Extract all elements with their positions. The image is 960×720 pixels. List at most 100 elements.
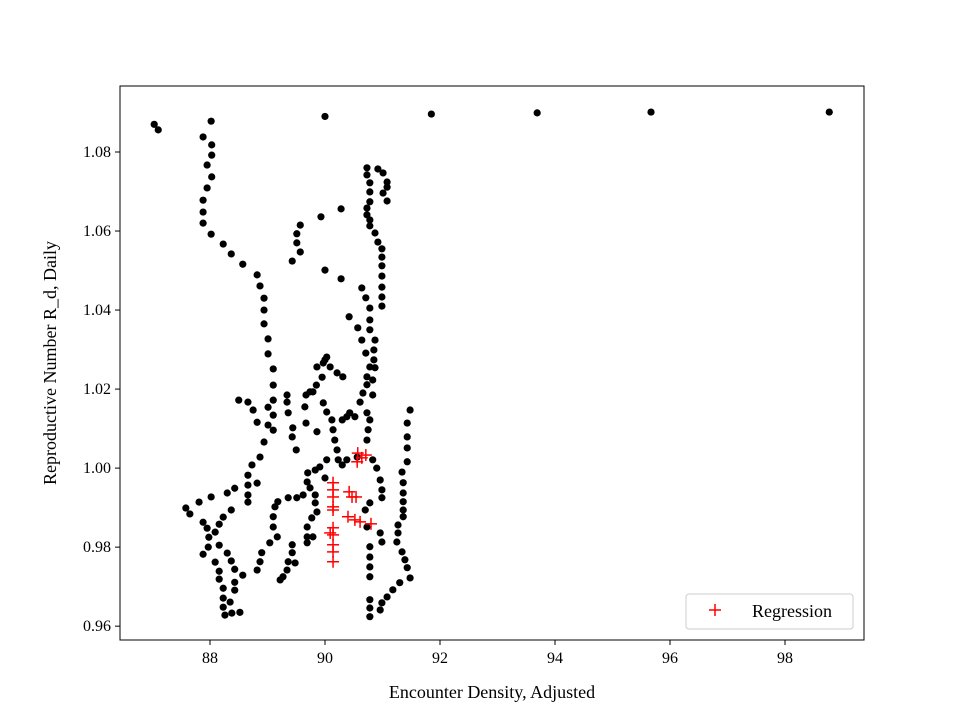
legend-plus-marker	[709, 604, 721, 616]
y-tick-label: 1.04	[83, 302, 111, 319]
data-point	[329, 426, 337, 434]
data-point	[199, 518, 207, 526]
data-point	[303, 478, 311, 486]
data-point	[299, 491, 307, 499]
data-point	[203, 524, 211, 532]
data-point	[244, 481, 252, 489]
data-point	[303, 523, 311, 531]
data-point	[337, 275, 345, 283]
data-point	[383, 178, 391, 186]
data-point	[366, 222, 374, 230]
regression-point	[324, 526, 337, 539]
data-point	[211, 558, 219, 566]
data-point	[203, 161, 211, 169]
data-point	[235, 396, 243, 404]
data-point	[215, 541, 223, 549]
data-point	[533, 109, 541, 117]
data-point	[369, 376, 377, 384]
data-point	[293, 230, 301, 238]
legend-box	[685, 593, 854, 630]
data-point	[293, 239, 301, 247]
data-point	[271, 503, 279, 511]
data-point	[399, 513, 407, 521]
data-point	[351, 413, 359, 421]
data-point	[226, 598, 234, 606]
data-point	[293, 494, 301, 502]
data-point	[260, 294, 268, 302]
data-point	[284, 409, 292, 417]
data-point	[371, 229, 379, 237]
data-point	[394, 529, 402, 537]
legend-label-regression: Regression	[752, 601, 832, 621]
data-point	[313, 508, 321, 516]
data-point	[312, 381, 320, 389]
data-point	[393, 538, 401, 546]
data-point	[366, 563, 374, 571]
data-point	[199, 208, 207, 216]
data-point	[260, 306, 268, 314]
data-point	[296, 221, 304, 229]
data-point	[308, 514, 316, 522]
y-tick-label: 1.00	[83, 460, 111, 477]
data-point	[326, 363, 334, 371]
data-point	[296, 248, 304, 256]
data-point	[363, 436, 371, 444]
data-point	[321, 356, 329, 364]
data-point	[346, 409, 354, 417]
data-point	[249, 406, 257, 414]
data-point	[302, 419, 310, 427]
data-point	[366, 596, 374, 604]
data-point	[244, 471, 252, 479]
data-point	[366, 198, 374, 206]
data-point	[253, 479, 261, 487]
data-point	[215, 567, 223, 575]
data-point	[304, 469, 312, 477]
legend-marker-plus-icon	[709, 604, 721, 616]
data-point	[370, 356, 378, 364]
y-axis-label: Reproductive Number R_d, Daily	[40, 241, 60, 485]
data-point	[231, 578, 239, 586]
data-point	[366, 316, 374, 324]
data-point	[231, 565, 239, 573]
data-point	[266, 539, 274, 547]
data-point	[358, 336, 366, 344]
data-point	[283, 391, 291, 399]
data-point	[370, 346, 378, 354]
data-point	[211, 528, 219, 536]
data-point	[363, 171, 371, 179]
data-point	[398, 468, 406, 476]
data-point	[306, 484, 314, 492]
data-point	[331, 436, 339, 444]
data-point	[260, 320, 268, 328]
data-point	[376, 606, 384, 614]
y-tick-label: 1.02	[83, 381, 111, 398]
data-point	[311, 499, 319, 507]
data-point	[362, 294, 370, 302]
regression-point	[327, 555, 340, 568]
data-point	[264, 335, 272, 343]
data-point	[333, 446, 341, 454]
data-point	[269, 523, 277, 531]
data-point	[256, 453, 264, 461]
data-point	[317, 213, 325, 221]
data-point	[150, 120, 158, 128]
regression-point	[351, 455, 364, 468]
data-point	[366, 216, 374, 224]
data-point	[356, 398, 364, 406]
data-point	[363, 523, 371, 531]
data-point	[256, 282, 264, 290]
data-point	[363, 204, 371, 212]
data-point	[366, 326, 374, 334]
data-point	[284, 494, 292, 502]
data-point	[343, 456, 351, 464]
data-point	[283, 566, 291, 574]
x-tick-label: 94	[547, 650, 563, 667]
y-tick-label: 0.96	[83, 618, 111, 635]
data-point	[399, 479, 407, 487]
data-point	[328, 416, 336, 424]
data-point	[208, 173, 216, 181]
data-point	[292, 446, 300, 454]
data-point	[647, 108, 655, 116]
data-point	[199, 196, 207, 204]
